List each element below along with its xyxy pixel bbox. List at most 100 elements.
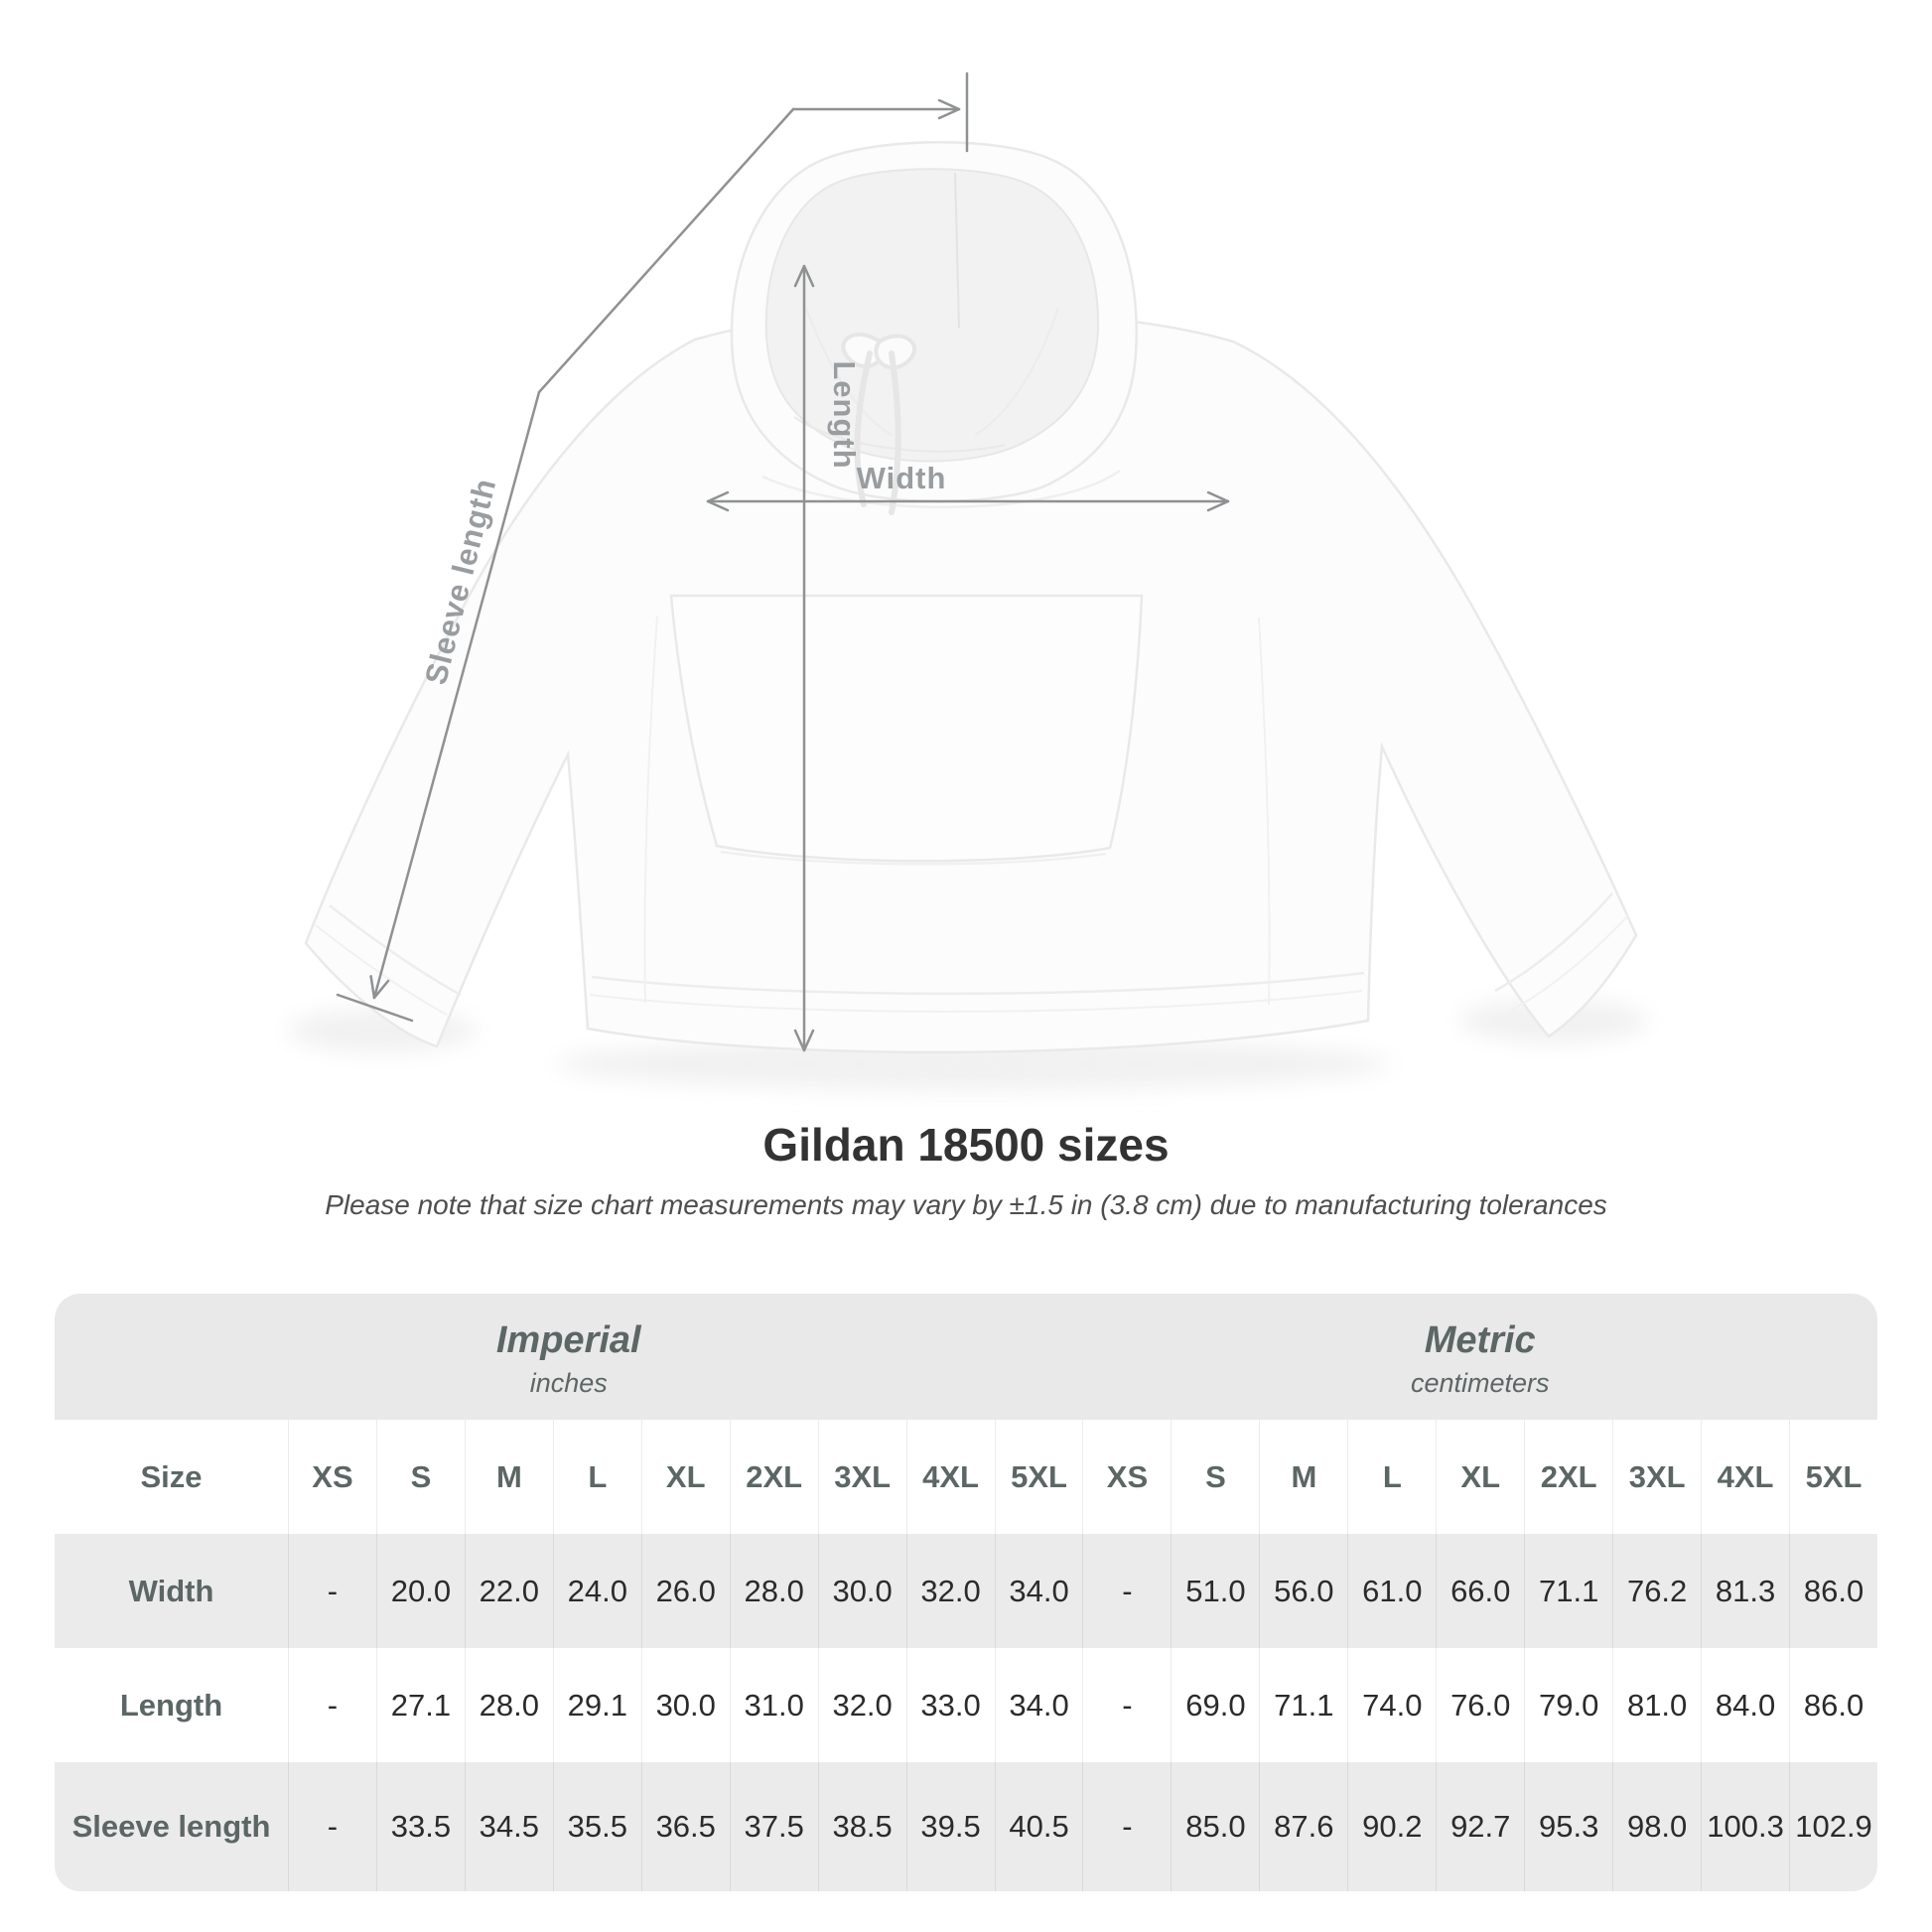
table-cell: 71.1	[1524, 1534, 1613, 1648]
column-header-imperial-4xl: 4XL	[905, 1420, 995, 1534]
hood-back-crease	[954, 172, 960, 329]
row-label: Width	[55, 1534, 288, 1648]
row-label: Sleeve length	[55, 1762, 288, 1891]
column-header-imperial-xl: XL	[640, 1420, 730, 1534]
imperial-unit-header: Imperial inches	[55, 1294, 1083, 1420]
table-cell: -	[288, 1648, 376, 1762]
metric-label: Metric	[1424, 1318, 1536, 1361]
table-cell: 36.5	[640, 1762, 730, 1891]
table-cell: 90.2	[1347, 1762, 1437, 1891]
table-cell: 35.5	[552, 1762, 641, 1891]
table-cell: 87.6	[1259, 1762, 1348, 1891]
column-header-imperial-2xl: 2XL	[729, 1420, 818, 1534]
table-cell: 81.3	[1701, 1534, 1790, 1648]
drawstring-bow	[841, 332, 916, 515]
hood-fold-left	[805, 307, 893, 436]
table-cell: 26.0	[640, 1534, 730, 1648]
table-cell: 84.0	[1701, 1648, 1790, 1762]
table-cell: 28.0	[729, 1534, 818, 1648]
table-cell: 34.5	[464, 1762, 553, 1891]
table-cell: 32.0	[817, 1648, 906, 1762]
table-cell: 69.0	[1171, 1648, 1260, 1762]
table-cell: 86.0	[1789, 1534, 1877, 1648]
hood-rim-highlight	[793, 416, 1006, 453]
table-cell: 32.0	[905, 1534, 995, 1648]
table-cell: 30.0	[817, 1534, 906, 1648]
sleeve-diagonal-line	[537, 107, 795, 394]
table-cell: 76.2	[1612, 1534, 1702, 1648]
table-cell: -	[1082, 1534, 1172, 1648]
length-arrow-bottom	[793, 1029, 815, 1052]
column-header-metric-5xl: 5XL	[1789, 1420, 1877, 1534]
sleeve-bottom-tick	[336, 993, 414, 1023]
table-cell: 79.0	[1524, 1648, 1613, 1762]
left-cuff-seam	[329, 904, 462, 997]
table-cell: 56.0	[1259, 1534, 1348, 1648]
table-cell: 24.0	[552, 1534, 641, 1648]
table-cell: 30.0	[640, 1648, 730, 1762]
hood-opening	[764, 168, 1100, 463]
width-arrow-left	[706, 490, 730, 512]
table-cell: 61.0	[1347, 1534, 1437, 1648]
column-header-metric-l: L	[1347, 1420, 1437, 1534]
table-cell: 51.0	[1171, 1534, 1260, 1648]
hem-seam-2	[589, 990, 1363, 1013]
table-cell: -	[1082, 1648, 1172, 1762]
sleeve-arrow-bottom	[369, 975, 390, 1000]
table-cell: -	[288, 1762, 376, 1891]
left-side-crease	[643, 615, 658, 1004]
table-cell: 92.7	[1436, 1762, 1525, 1891]
column-header-imperial-m: M	[464, 1420, 553, 1534]
table-cell: 102.9	[1789, 1762, 1877, 1891]
table-cell: -	[1082, 1762, 1172, 1891]
column-header-metric-2xl: 2XL	[1524, 1420, 1613, 1534]
hoodie-illustration	[304, 141, 1638, 1054]
column-header-imperial-5xl: 5XL	[994, 1420, 1083, 1534]
table-cell: 38.5	[817, 1762, 906, 1891]
table-cell: 29.1	[552, 1648, 641, 1762]
table-cell: 66.0	[1436, 1534, 1525, 1648]
table-cell: 39.5	[905, 1762, 995, 1891]
length-measure-label: Length	[827, 360, 862, 469]
size-diagram: Length Width Sleeve length	[288, 71, 1648, 1090]
column-header-metric-4xl: 4XL	[1701, 1420, 1790, 1534]
length-arrow-top	[793, 264, 815, 288]
table-cell: 71.1	[1259, 1648, 1348, 1762]
width-measure-label: Width	[857, 461, 947, 495]
size-column-header: Size	[55, 1420, 288, 1534]
table-cell: 100.3	[1701, 1762, 1790, 1891]
table-cell: 22.0	[464, 1534, 553, 1648]
table-cell: 33.0	[905, 1648, 995, 1762]
pocket-bottom-shadow	[720, 850, 1107, 866]
hood-fold-right	[974, 307, 1059, 436]
left-cuff-seam-2	[315, 924, 448, 1016]
table-cell: 81.0	[1612, 1648, 1702, 1762]
table-cell: 34.0	[994, 1648, 1083, 1762]
imperial-unit-label: inches	[529, 1367, 608, 1398]
table-cell: 95.3	[1524, 1762, 1613, 1891]
column-header-imperial-l: L	[552, 1420, 641, 1534]
size-chart-table: Imperial inches Metric centimeters Size X…	[55, 1294, 1877, 1891]
column-header-metric-xl: XL	[1436, 1420, 1525, 1534]
table-cell: 31.0	[729, 1648, 818, 1762]
tolerance-note: Please note that size chart measurements…	[325, 1189, 1607, 1220]
column-header-imperial-3xl: 3XL	[817, 1420, 906, 1534]
table-cell: 74.0	[1347, 1648, 1437, 1762]
imperial-label: Imperial	[495, 1318, 641, 1361]
table-cell: 40.5	[994, 1762, 1083, 1891]
table-cell: -	[288, 1534, 376, 1648]
sleeve-arrow-right	[937, 98, 961, 120]
table-cell: 76.0	[1436, 1648, 1525, 1762]
right-cuff-seam	[1494, 893, 1613, 993]
column-header-metric-3xl: 3XL	[1612, 1420, 1702, 1534]
table-cell: 34.0	[994, 1534, 1083, 1648]
sleeve-length-line	[372, 390, 541, 1000]
table-cell: 28.0	[464, 1648, 553, 1762]
table-cell: 20.0	[375, 1534, 465, 1648]
row-label: Length	[55, 1648, 288, 1762]
table-cell: 98.0	[1612, 1762, 1702, 1891]
hem-seam	[591, 971, 1365, 996]
measurement-lines	[336, 71, 1230, 1052]
page-title: Gildan 18500 sizes	[762, 1119, 1170, 1171]
table-cell: 37.5	[729, 1762, 818, 1891]
